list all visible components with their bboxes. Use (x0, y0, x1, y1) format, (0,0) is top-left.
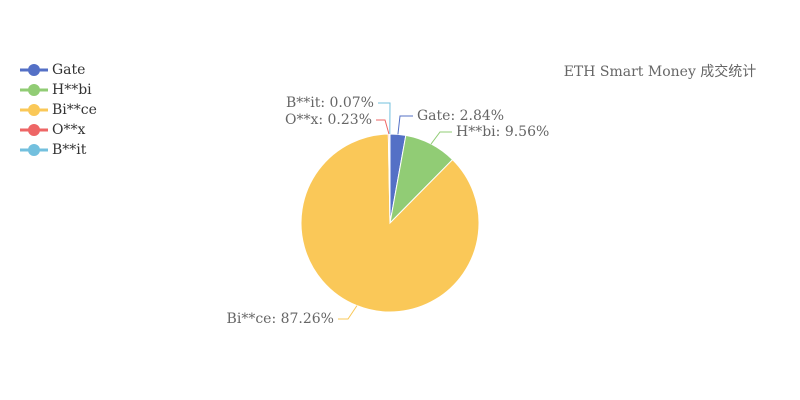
label-line (397, 115, 413, 135)
legend-label: H**bi (52, 82, 92, 98)
pie-slice (300, 133, 480, 313)
legend-label: Gate (52, 62, 85, 78)
label-line (376, 119, 390, 135)
data-label: B**it: 0.07% (286, 95, 374, 111)
data-label: O**x: 0.23% (285, 112, 372, 128)
legend: Gate H**bi Bi**ce O**x B**it (20, 62, 97, 158)
label-line (378, 102, 391, 135)
label-line (430, 131, 452, 145)
legend-label: Bi**ce (52, 102, 97, 118)
label-line (338, 305, 358, 320)
legend-icon (28, 104, 40, 116)
data-label: Gate: 2.84% (417, 108, 504, 124)
data-label: Bi**ce: 87.26% (227, 311, 334, 327)
legend-icon (28, 124, 40, 136)
legend-label: O**x (52, 122, 85, 138)
legend-icon (28, 144, 40, 156)
legend-label: B**it (52, 142, 87, 158)
chart-title: ETH Smart Money 成交统计 (564, 63, 757, 80)
legend-icon (28, 84, 40, 96)
data-label: H**bi: 9.56% (456, 124, 549, 140)
legend-icon (28, 64, 40, 76)
